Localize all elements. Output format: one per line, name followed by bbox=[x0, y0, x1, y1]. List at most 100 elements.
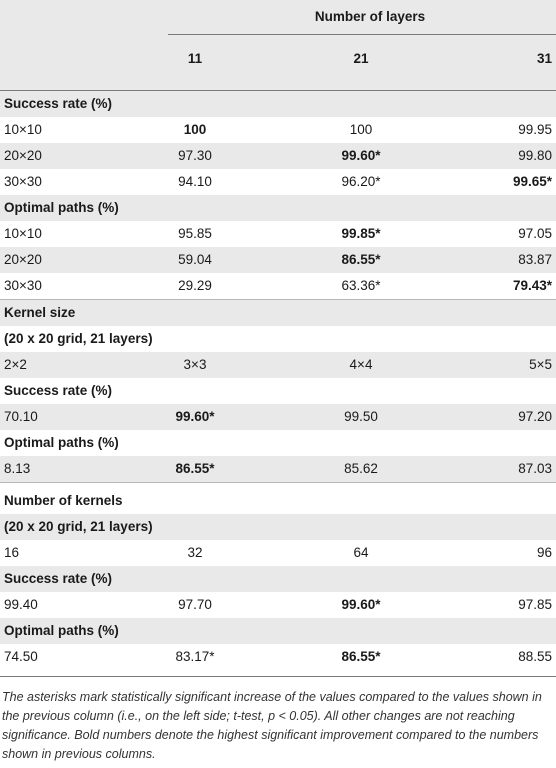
section-band bbox=[0, 91, 556, 117]
section-heading-row: Success rate (%) bbox=[0, 378, 556, 404]
table-cell: 5×5 bbox=[529, 357, 552, 372]
table-bottom-rule bbox=[0, 676, 556, 677]
table-cell: 70.10 bbox=[4, 409, 38, 424]
table-row: 99.40 97.70 99.60* 97.85 bbox=[0, 592, 556, 618]
table-cell: 99.60* bbox=[341, 597, 381, 612]
table-header-band bbox=[0, 0, 556, 91]
table-cell: 79.43* bbox=[512, 278, 552, 293]
column-header-11: 11 bbox=[187, 51, 203, 66]
row-band bbox=[0, 618, 556, 644]
table-cell: 74.50 bbox=[4, 649, 38, 664]
table-row: 20×20 59.04 86.55* 83.87 bbox=[0, 247, 556, 273]
section-heading: Success rate (%) bbox=[4, 96, 113, 111]
table-cell: 94.10 bbox=[178, 174, 212, 189]
section-heading: Optimal paths (%) bbox=[4, 623, 119, 638]
table-cell: 96.20* bbox=[341, 174, 381, 189]
section-heading-row: Optimal paths (%) bbox=[0, 430, 556, 456]
section-heading: Optimal paths (%) bbox=[4, 435, 119, 450]
row-label: 30×30 bbox=[4, 278, 42, 293]
column-header-31: 31 bbox=[536, 51, 552, 66]
table-cell: 99.85* bbox=[341, 226, 381, 241]
row-label: 10×10 bbox=[4, 226, 42, 241]
section-band bbox=[0, 300, 556, 326]
table-cell: 86.55* bbox=[341, 252, 381, 267]
table-row: 10×10 100 100 99.95 bbox=[0, 117, 556, 143]
table-row: 74.50 83.17* 86.55* 88.55 bbox=[0, 644, 556, 670]
section-heading: Success rate (%) bbox=[4, 571, 113, 586]
section-heading: Number of kernels bbox=[4, 493, 123, 508]
table-cell: 99.95 bbox=[518, 122, 552, 137]
table-cell: 85.62 bbox=[344, 461, 378, 476]
table-cell: 86.55* bbox=[341, 649, 381, 664]
table-cell: 32 bbox=[187, 545, 203, 560]
row-band bbox=[0, 404, 556, 430]
section-subheading-row: (20 x 20 grid, 21 layers) bbox=[0, 514, 556, 540]
column-header-21: 21 bbox=[353, 51, 369, 66]
table-cell: 97.05 bbox=[518, 226, 552, 241]
row-band bbox=[0, 247, 556, 273]
section-heading: Success rate (%) bbox=[4, 383, 113, 398]
table-row: 20×20 97.30 99.60* 99.80 bbox=[0, 143, 556, 169]
table-row: 70.10 99.60* 99.50 97.20 bbox=[0, 404, 556, 430]
column-group-title: Number of layers bbox=[314, 9, 426, 24]
table-cell: 3×3 bbox=[183, 357, 207, 372]
row-band bbox=[0, 514, 556, 540]
section-rule bbox=[0, 299, 556, 300]
table-cell: 99.80 bbox=[518, 148, 552, 163]
section-heading: Optimal paths (%) bbox=[4, 200, 119, 215]
table-cell: 63.36* bbox=[341, 278, 381, 293]
table-cell: 100 bbox=[349, 122, 373, 137]
table-cell: 83.17* bbox=[175, 649, 215, 664]
section-band bbox=[0, 195, 556, 221]
table-cell: 83.87 bbox=[518, 252, 552, 267]
row-band bbox=[0, 352, 556, 378]
table-cell: 88.55 bbox=[518, 649, 552, 664]
table-cell: 29.29 bbox=[178, 278, 212, 293]
table-cell: 97.20 bbox=[518, 409, 552, 424]
section-heading-row: Optimal paths (%) bbox=[0, 618, 556, 644]
row-label: 20×20 bbox=[4, 252, 42, 267]
table-cell: 96 bbox=[536, 545, 552, 560]
table-cell: 99.65* bbox=[512, 174, 552, 189]
table-cell: 100 bbox=[183, 122, 207, 137]
table-row: 10×10 95.85 99.85* 97.05 bbox=[0, 221, 556, 247]
row-band bbox=[0, 456, 556, 482]
table-cell: 59.04 bbox=[178, 252, 212, 267]
row-label: 30×30 bbox=[4, 174, 42, 189]
table-row: 30×30 94.10 96.20* 99.65* bbox=[0, 169, 556, 195]
section-subheading: (20 x 20 grid, 21 layers) bbox=[4, 519, 153, 534]
row-band bbox=[0, 143, 556, 169]
column-header-row: 11 21 31 bbox=[0, 46, 556, 72]
table-cell: 97.30 bbox=[178, 148, 212, 163]
section-heading-row: Kernel size bbox=[0, 300, 556, 326]
table-row: 16 32 64 96 bbox=[0, 540, 556, 566]
section-heading: Kernel size bbox=[4, 305, 76, 320]
table-cell: 99.60* bbox=[341, 148, 381, 163]
table-cell: 8.13 bbox=[4, 461, 31, 476]
section-heading-row: Optimal paths (%) bbox=[0, 195, 556, 221]
table-cell: 99.60* bbox=[175, 409, 215, 424]
row-label: 20×20 bbox=[4, 148, 42, 163]
table-cell: 97.85 bbox=[518, 597, 552, 612]
table-cell: 2×2 bbox=[4, 357, 27, 372]
header-rule bbox=[168, 34, 556, 35]
row-band bbox=[0, 566, 556, 592]
table-cell: 97.70 bbox=[178, 597, 212, 612]
table-cell: 87.03 bbox=[518, 461, 552, 476]
header-bottom-rule bbox=[0, 90, 556, 91]
section-heading-row: Success rate (%) bbox=[0, 91, 556, 117]
table-cell: 64 bbox=[353, 545, 369, 560]
section-subheading-row: (20 x 20 grid, 21 layers) bbox=[0, 326, 556, 352]
table-cell: 4×4 bbox=[349, 357, 373, 372]
section-rule bbox=[0, 482, 556, 483]
table-row: 30×30 29.29 63.36* 79.43* bbox=[0, 273, 556, 299]
section-heading-row: Number of kernels bbox=[0, 488, 556, 514]
section-heading-row: Success rate (%) bbox=[0, 566, 556, 592]
table-footnote: The asterisks mark statistically signifi… bbox=[2, 690, 542, 761]
table-cell: 99.50 bbox=[344, 409, 378, 424]
table-cell: 95.85 bbox=[178, 226, 212, 241]
table-row: 2×2 3×3 4×4 5×5 bbox=[0, 352, 556, 378]
table-cell: 86.55* bbox=[175, 461, 215, 476]
table-cell: 99.40 bbox=[4, 597, 38, 612]
